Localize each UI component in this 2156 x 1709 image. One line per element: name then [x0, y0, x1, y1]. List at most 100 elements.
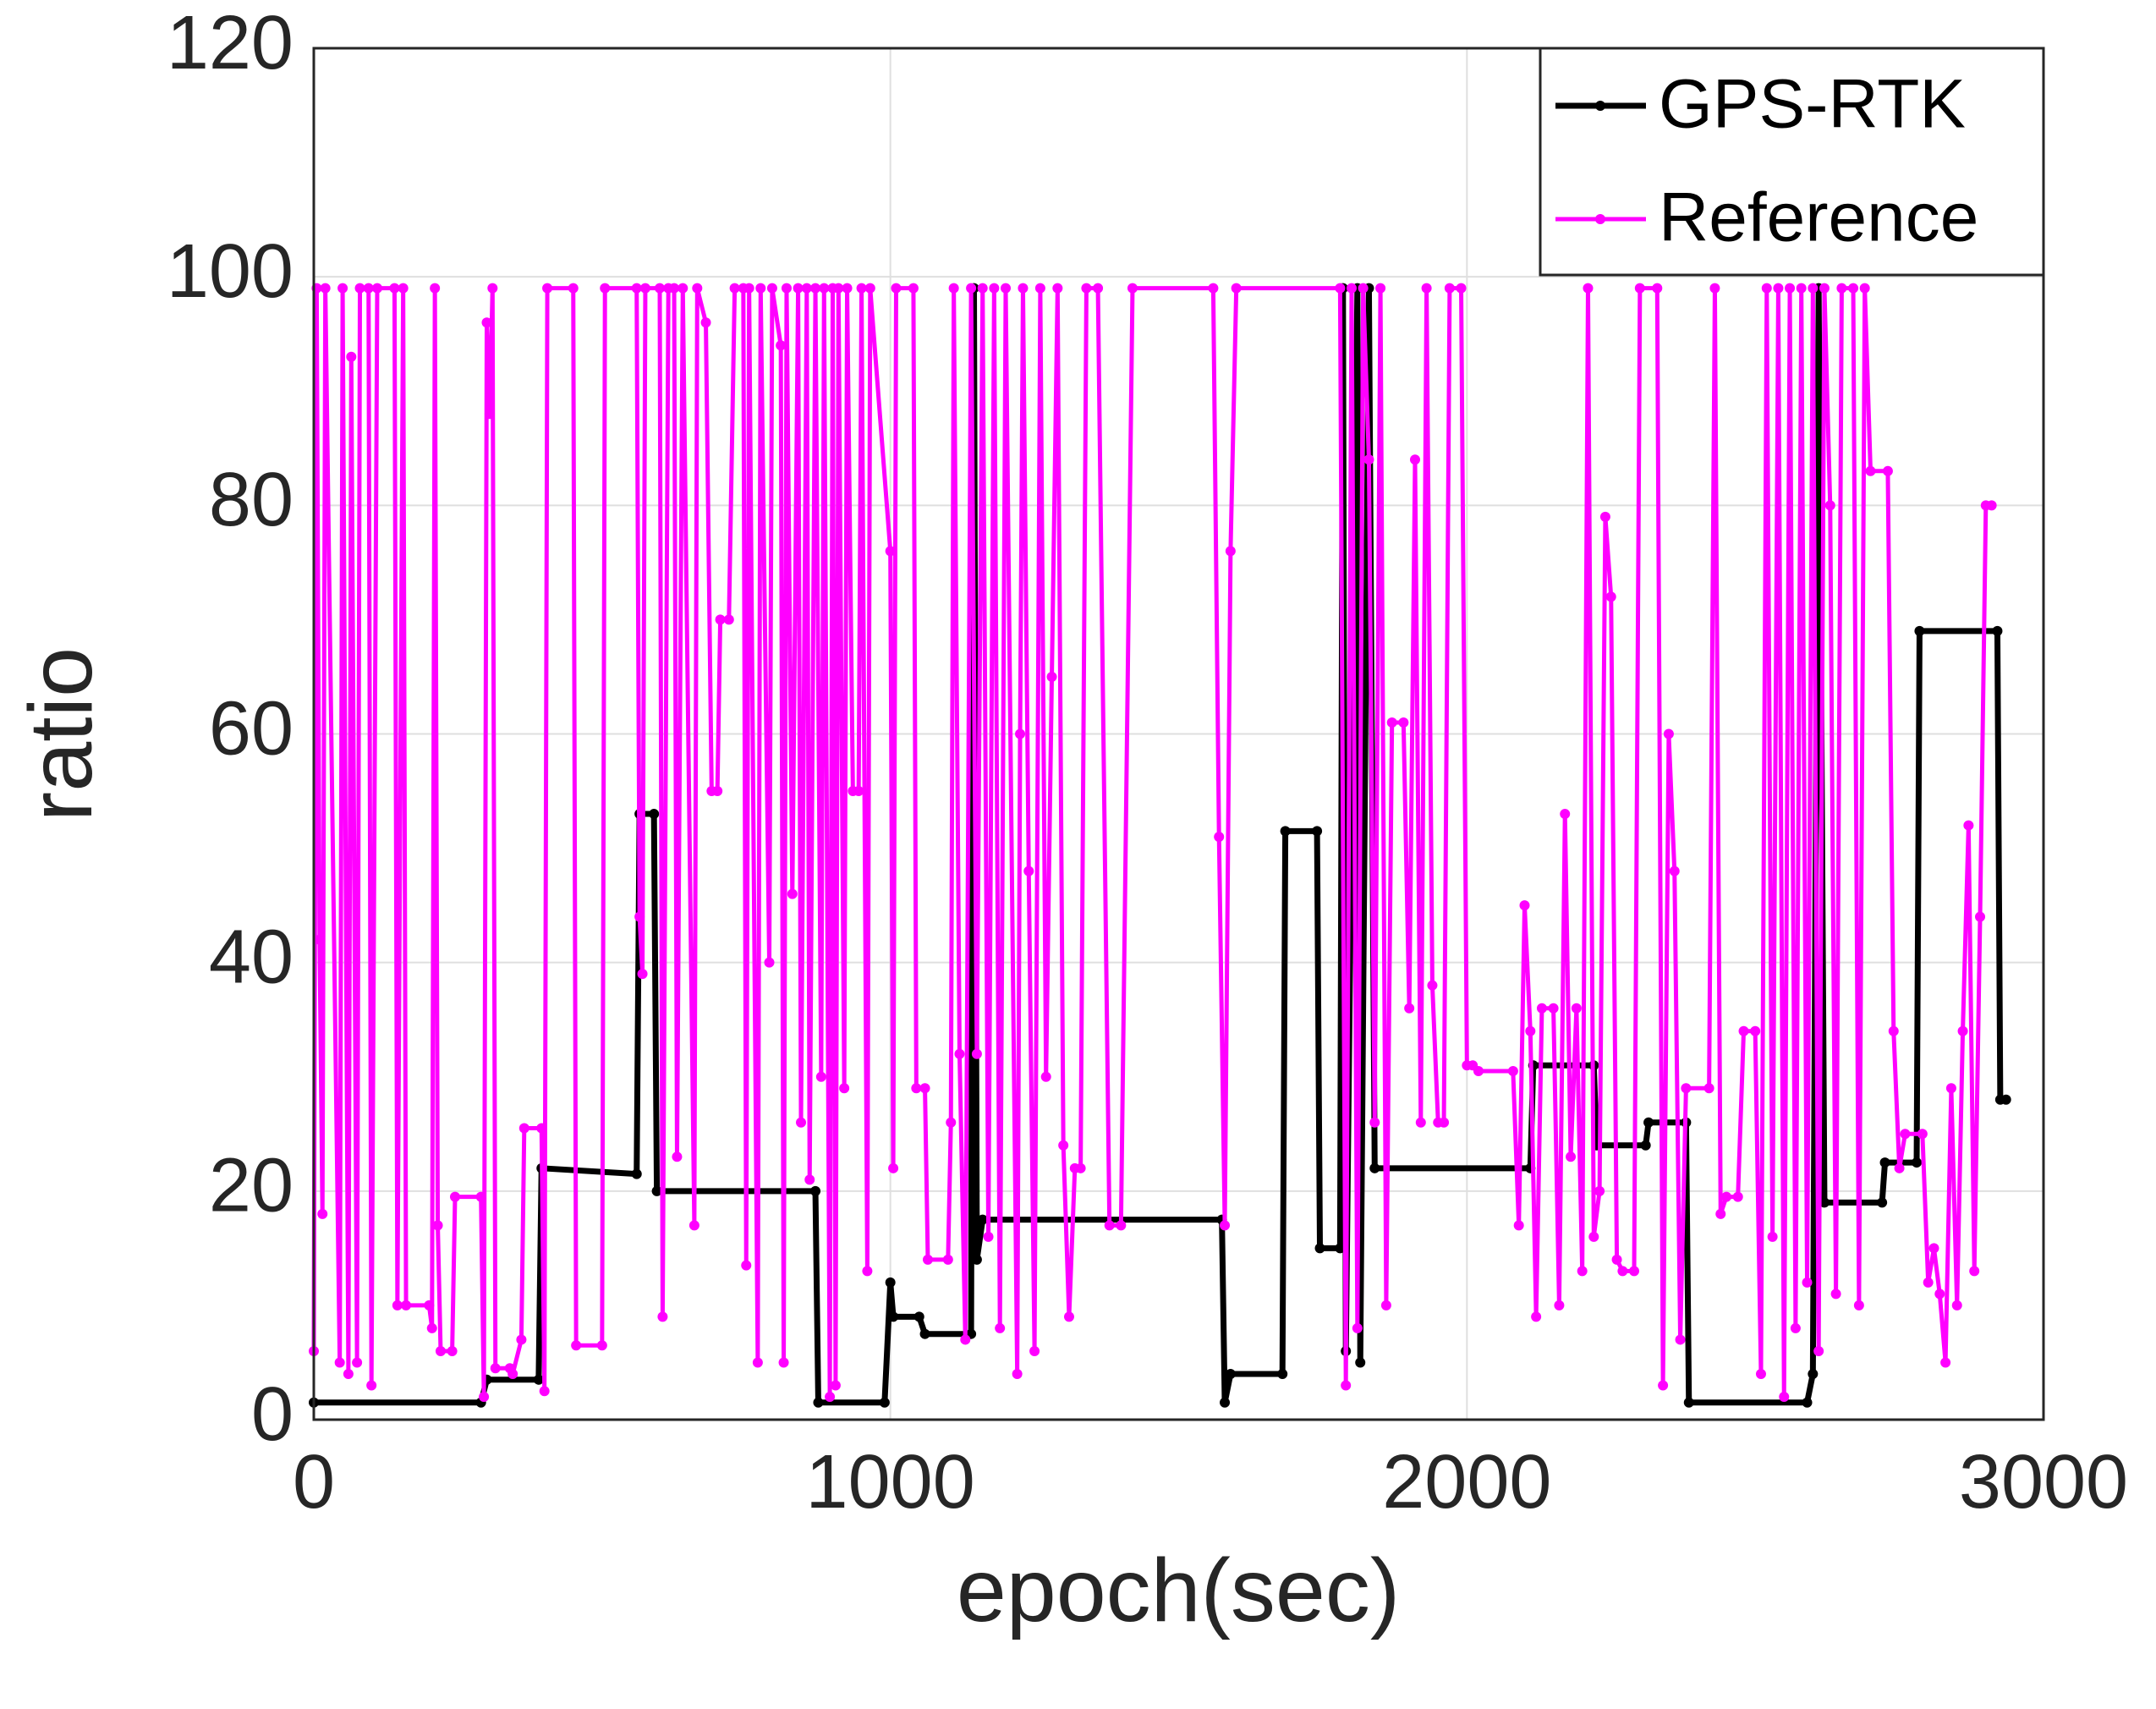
data-point [971, 1254, 982, 1265]
data-point [692, 283, 703, 294]
data-point [1853, 1300, 1864, 1311]
data-point [317, 1208, 328, 1219]
data-point [700, 317, 711, 328]
data-point [484, 409, 495, 420]
data-point [1404, 1003, 1415, 1014]
data-point [1208, 283, 1219, 294]
data-point [966, 283, 977, 294]
data-point [596, 1340, 607, 1351]
y-tick-label: 80 [209, 458, 294, 542]
y-tick-label: 40 [209, 915, 294, 999]
data-point [1473, 1065, 1484, 1076]
data-point [1819, 1197, 1830, 1208]
data-point [801, 283, 812, 294]
data-point [804, 1174, 815, 1185]
data-point [1859, 283, 1870, 294]
data-point [1577, 1266, 1588, 1277]
data-point [1583, 283, 1594, 294]
data-point [948, 283, 959, 294]
data-point [398, 283, 409, 294]
data-point [1945, 1083, 1956, 1094]
data-point [2000, 1094, 2011, 1105]
data-point [1409, 454, 1420, 465]
data-point [631, 283, 642, 294]
data-point [426, 1322, 437, 1333]
data-point [651, 1185, 662, 1196]
data-point [1421, 283, 1432, 294]
data-point [1312, 826, 1323, 837]
data-point [1975, 911, 1986, 922]
data-point [1375, 283, 1386, 294]
data-point [1779, 1391, 1790, 1402]
legend-label: GPS-RTK [1659, 66, 1966, 143]
data-point [864, 283, 875, 294]
data-point [1560, 809, 1571, 820]
data-point [825, 1391, 836, 1402]
data-point [1882, 465, 1893, 476]
data-point [1629, 1266, 1640, 1277]
data-point [977, 1214, 988, 1225]
data-point [1352, 1322, 1363, 1333]
data-point [1456, 283, 1467, 294]
data-point [1439, 1117, 1450, 1128]
data-point [1865, 465, 1876, 476]
data-point [533, 1374, 544, 1385]
data-point [479, 1391, 490, 1402]
data-point [366, 1380, 377, 1391]
data-point [946, 1117, 957, 1128]
data-point [516, 1334, 527, 1345]
data-point [1314, 1243, 1325, 1254]
data-point [1034, 283, 1045, 294]
data-point [1214, 832, 1225, 843]
data-point [1617, 1266, 1628, 1277]
data-point [1341, 1380, 1352, 1391]
data-point [1369, 1117, 1380, 1128]
y-tick-label: 120 [167, 1, 294, 85]
data-point [810, 1185, 821, 1196]
data-point [1802, 1277, 1813, 1288]
data-point [490, 1363, 501, 1374]
data-point [1363, 454, 1374, 465]
data-point [343, 1368, 354, 1379]
x-axis-label: epoch(sec) [957, 1541, 1400, 1640]
data-point [741, 1260, 752, 1271]
data-point [655, 283, 665, 294]
data-point [1220, 1220, 1231, 1231]
data-point [1957, 1025, 1968, 1036]
data-point [1507, 1065, 1518, 1076]
data-point [1335, 283, 1346, 294]
data-point [977, 283, 988, 294]
data-point [815, 1071, 826, 1082]
data-point [1225, 546, 1236, 557]
data-point [352, 1357, 363, 1368]
y-tick-label: 60 [209, 686, 294, 771]
data-point [879, 1397, 890, 1408]
data-point [1277, 1368, 1288, 1379]
data-point [1808, 283, 1819, 294]
data-point [913, 1311, 924, 1322]
data-point [842, 283, 853, 294]
data-point [1571, 1003, 1582, 1014]
data-point [1914, 625, 1925, 636]
data-point [1599, 511, 1610, 522]
data-point [1824, 500, 1835, 511]
data-point [1052, 283, 1063, 294]
data-point [1058, 1140, 1069, 1151]
data-point [1675, 1334, 1686, 1345]
data-point [678, 283, 688, 294]
data-point [1605, 591, 1616, 602]
data-point [833, 283, 844, 294]
data-point [571, 1340, 582, 1351]
data-point [1808, 1368, 1819, 1379]
data-point [1640, 1140, 1651, 1151]
data-point [1548, 1003, 1559, 1014]
data-point [1951, 1300, 1962, 1311]
data-point [1398, 717, 1409, 728]
data-point [334, 1357, 345, 1368]
data-point [796, 1117, 807, 1128]
data-point [1029, 1345, 1040, 1356]
data-point [539, 1386, 550, 1397]
data-point [1669, 865, 1680, 876]
data-point [363, 283, 374, 294]
